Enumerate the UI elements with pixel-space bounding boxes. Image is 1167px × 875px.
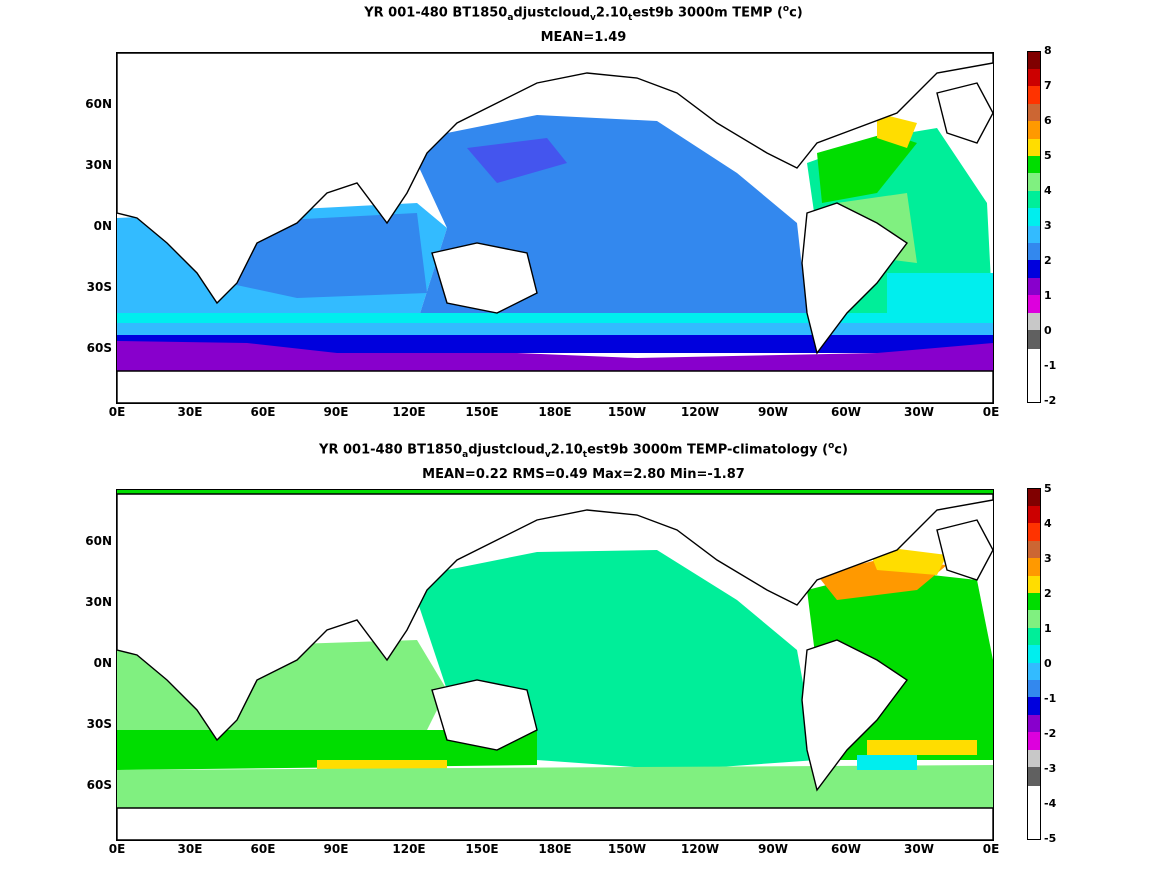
top-land-africa-eurasia	[117, 53, 993, 305]
top-x-tick: 90E	[323, 405, 349, 419]
bottom-colorbar	[1027, 488, 1041, 840]
bottom-field-arctic-strip	[117, 490, 993, 494]
bottom-x-tick: 180E	[538, 842, 572, 856]
bottom-colorbar-tick: 1	[1044, 622, 1052, 635]
bottom-colorbar-tick: -3	[1044, 762, 1057, 775]
top-x-tick: 120W	[680, 405, 720, 419]
top-x-tick: 90W	[758, 405, 788, 419]
top-colorbar-tick: 3	[1044, 219, 1052, 232]
top-colorbar-tick: -1	[1044, 359, 1057, 372]
bottom-x-tick: 90E	[323, 842, 349, 856]
bottom-colorbar-tick: -2	[1044, 727, 1057, 740]
top-land-greenland	[936, 82, 993, 144]
bottom-land-greenland	[936, 519, 993, 581]
top-x-tick: 30E	[177, 405, 203, 419]
bottom-x-tick: 0E	[108, 842, 126, 856]
top-field-nwpac	[467, 138, 567, 183]
top-field-so-purple	[117, 341, 993, 371]
bottom-land-southamerica	[801, 639, 909, 792]
top-field-indian-core	[227, 213, 427, 298]
top-colorbar-tick: 6	[1044, 114, 1052, 127]
bottom-colorbar-tick: 3	[1044, 552, 1052, 565]
bottom-x-tick: 90W	[758, 842, 788, 856]
top-map-svg	[117, 53, 993, 403]
bottom-map-panel	[116, 489, 994, 841]
top-field-labrador	[877, 113, 917, 148]
bottom-y-tick: 30S	[86, 717, 112, 731]
bottom-colorbar-tick: 0	[1044, 657, 1052, 670]
top-colorbar-tick: 5	[1044, 149, 1052, 162]
top-colorbar-tick: 1	[1044, 289, 1052, 302]
top-x-tick: 120E	[392, 405, 426, 419]
bottom-field-sa-cyan	[857, 755, 917, 770]
bottom-field-so-lightgreen	[117, 765, 993, 808]
bottom-x-tick: 0E	[982, 842, 1000, 856]
bottom-field-sa-yellow	[867, 740, 977, 755]
top-land-australia	[431, 242, 538, 314]
top-y-tick: 30N	[85, 158, 112, 172]
top-field-so-teal	[117, 323, 993, 335]
bottom-colorbar-tick: 4	[1044, 517, 1052, 530]
top-colorbar	[1027, 51, 1041, 403]
top-field-sa-cyan	[887, 273, 993, 313]
bottom-x-tick: 150E	[465, 842, 499, 856]
top-colorbar-tick: 2	[1044, 254, 1052, 267]
top-x-tick: 150W	[607, 405, 647, 419]
top-colorbar-tick: 0	[1044, 324, 1052, 337]
bottom-x-tick: 120W	[680, 842, 720, 856]
bottom-land-antarctica	[117, 807, 993, 840]
top-y-tick: 60N	[85, 97, 112, 111]
bottom-x-tick: 30E	[177, 842, 203, 856]
bottom-x-tick: 60W	[831, 842, 861, 856]
bottom-chart-subtitle: MEAN=0.22 RMS=0.49 Max=2.80 Min=-1.87	[422, 467, 745, 482]
bottom-x-tick: 150W	[607, 842, 647, 856]
bottom-x-tick: 30W	[904, 842, 934, 856]
top-y-tick: 30S	[86, 280, 112, 294]
top-y-tick: 60S	[86, 341, 112, 355]
top-coastlines	[117, 53, 993, 403]
top-x-tick: 30W	[904, 405, 934, 419]
bottom-y-tick: 60N	[85, 534, 112, 548]
top-x-tick: 180E	[538, 405, 572, 419]
bottom-x-tick: 60E	[250, 842, 276, 856]
top-x-tick: 0E	[982, 405, 1000, 419]
bottom-y-tick: 60S	[86, 778, 112, 792]
top-x-tick: 60W	[831, 405, 861, 419]
top-x-tick: 60E	[250, 405, 276, 419]
bottom-colorbar-tick: -4	[1044, 797, 1057, 810]
top-chart-title: YR 001-480 BT1850adjustcloudv2.10test9b …	[364, 4, 803, 23]
bottom-map-svg	[117, 490, 993, 840]
bottom-x-tick: 120E	[392, 842, 426, 856]
top-field-atlantic-green	[817, 133, 917, 203]
top-colorbar-tick: 8	[1044, 44, 1052, 57]
bottom-colorbar-tick: -5	[1044, 832, 1057, 845]
top-colorbar-tick: 7	[1044, 79, 1052, 92]
top-x-tick: 150E	[465, 405, 499, 419]
top-colorbar-tick: 4	[1044, 184, 1052, 197]
top-land-antarctica	[117, 370, 993, 403]
bottom-colorbar-tick: 5	[1044, 482, 1052, 495]
top-map-panel	[116, 52, 994, 404]
top-y-tick: 0N	[93, 219, 112, 233]
bottom-chart-title: YR 001-480 BT1850adjustcloudv2.10test9b …	[319, 441, 848, 460]
bottom-land-australia	[431, 679, 538, 751]
bottom-land-africa-eurasia	[117, 493, 993, 742]
bottom-colorbar-tick: 2	[1044, 587, 1052, 600]
bottom-y-tick: 0N	[93, 656, 112, 670]
bottom-colorbar-tick: -1	[1044, 692, 1057, 705]
top-colorbar-tick: -2	[1044, 394, 1057, 407]
top-field-so-blue	[117, 335, 993, 353]
bottom-y-tick: 30N	[85, 595, 112, 609]
top-chart-subtitle: MEAN=1.49	[540, 30, 627, 45]
top-land-southamerica	[801, 202, 909, 355]
bottom-coastlines	[117, 493, 993, 840]
top-x-tick: 0E	[108, 405, 126, 419]
